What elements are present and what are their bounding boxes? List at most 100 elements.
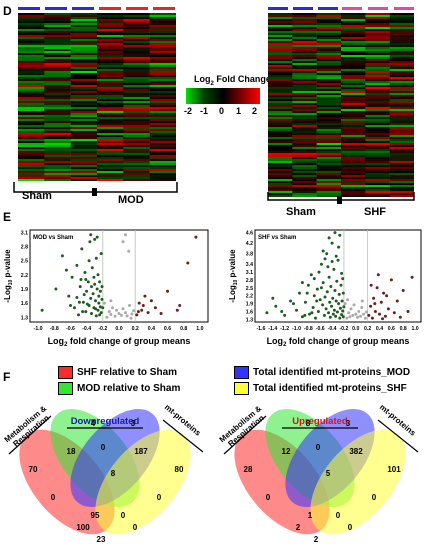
data-point [127,249,131,253]
legend-label: Total identified mt-proteins_SHF [253,383,407,394]
heatmap-right [268,13,414,197]
data-point [370,316,374,320]
data-point [99,252,103,256]
sham-bar-left [18,7,94,10]
data-point [96,273,100,277]
venn-count: 12 [282,447,291,456]
data-point [86,280,90,284]
y-tick-label: 1.3 [21,315,28,321]
data-point [119,313,123,317]
data-point [328,300,332,304]
data-point [333,231,337,235]
x-tick-label: -1.6 [256,326,265,332]
data-point [410,275,414,279]
data-point [93,282,97,286]
data-point [382,291,386,295]
data-point [332,308,336,312]
x-tick-label: 0.4 [376,326,383,332]
data-point [153,306,157,310]
y-tick-label: 4.6 [246,231,253,237]
data-point [81,300,85,304]
data-point [369,283,373,287]
x-tick-label: 0.6 [164,326,171,332]
venn-count: 0 [133,523,138,532]
data-point [312,294,316,298]
venn-set [310,429,406,535]
data-point [94,299,97,303]
panel-letter-e: E [3,210,12,224]
data-point [125,314,129,318]
data-point [70,275,74,279]
data-point [349,307,353,311]
data-point [289,299,293,303]
data-point [346,298,349,302]
legend-item: Total identified mt-proteins_SHF [234,382,410,395]
data-point [327,311,330,315]
data-point [310,311,314,315]
data-point [85,302,89,306]
data-point [372,296,376,300]
data-point [328,315,332,319]
data-point [325,290,329,294]
venn-count: 0 [157,493,162,502]
x-tick-label: -0.4 [82,326,91,332]
data-point [271,296,275,300]
data-point [78,285,82,289]
data-point [132,309,136,313]
venn-set [70,409,160,507]
panel-letter-d: D [3,4,12,18]
data-point [359,314,362,318]
x-tick-label: -1.2 [280,326,289,332]
data-point [87,259,91,263]
data-point [395,299,399,303]
data-point [60,254,64,258]
data-point [274,304,278,308]
y-tick-label: 1.9 [246,302,253,308]
data-point [340,271,344,275]
plot-title: MOD vs Sham [33,235,73,241]
data-point [324,307,328,311]
set-label-line [377,419,419,453]
data-point [135,313,139,317]
plot-title: SHF vs Sham [258,235,296,241]
data-point [330,304,333,308]
data-point [283,313,287,317]
mod-bar [99,7,175,10]
legend-tick: -1 [200,106,209,116]
set-label-line [162,419,204,453]
data-point [82,293,86,297]
x-tick-label: -0.2 [98,326,107,332]
data-point [338,233,342,237]
x-tick-label: 0.6 [388,326,395,332]
data-point [315,299,319,303]
data-point [98,280,102,284]
data-point [166,289,169,293]
data-point [83,271,87,274]
data-point [329,285,333,288]
data-point [93,237,97,241]
y-tick-label: 2.8 [21,245,28,251]
data-point [318,298,322,302]
legend-gradient [186,88,260,104]
data-point [97,301,101,305]
data-point [159,312,163,315]
data-point [194,235,198,239]
data-point [383,314,387,318]
data-point [84,278,88,281]
y-tick-label: 4.2 [246,241,253,247]
legend-item: Total identified mt-proteins_MOD [234,366,410,379]
x-tick-label: 1.0 [196,326,203,332]
data-point [379,300,383,304]
data-point [323,257,327,261]
data-point [348,315,352,319]
y-tick-label: 1.6 [21,301,28,307]
data-point [367,313,371,317]
data-point [64,268,68,272]
data-point [94,307,97,311]
data-point [378,312,381,316]
data-point [331,312,335,316]
data-point [323,295,327,299]
x-tick-label: -1.4 [268,326,277,332]
x-tick-label: -0.6 [66,326,75,332]
data-point [95,287,99,291]
